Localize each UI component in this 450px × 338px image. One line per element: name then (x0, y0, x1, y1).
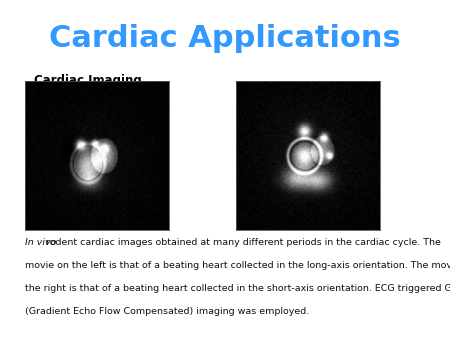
Text: movie on the left is that of a beating heart collected in the long-axis orientat: movie on the left is that of a beating h… (25, 261, 450, 270)
Text: Cardiac Applications: Cardiac Applications (49, 24, 401, 53)
Text: In vivo: In vivo (25, 238, 56, 247)
Text: (Gradient Echo Flow Compensated) imaging was employed.: (Gradient Echo Flow Compensated) imaging… (25, 307, 309, 316)
Text: rodent cardiac images obtained at many different periods in the cardiac cycle. T: rodent cardiac images obtained at many d… (43, 238, 441, 247)
Text: the right is that of a beating heart collected in the short-axis orientation. EC: the right is that of a beating heart col… (25, 284, 450, 293)
Text: Cardiac Imaging: Cardiac Imaging (34, 74, 141, 87)
